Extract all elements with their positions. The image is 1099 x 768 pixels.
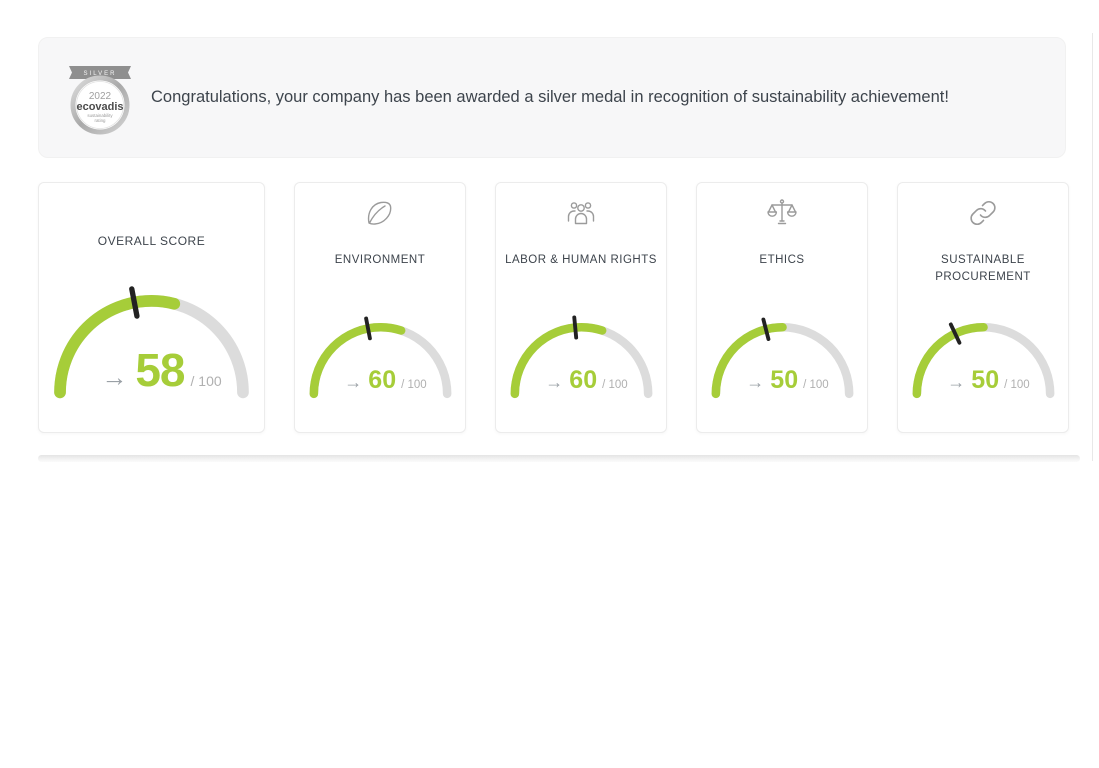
arrow-right-icon: → xyxy=(947,372,966,392)
score-value: 60 xyxy=(569,366,598,394)
gauge-fill xyxy=(912,323,1055,399)
gauge-needle xyxy=(572,315,579,340)
score-value: 50 xyxy=(770,366,799,394)
arrow-right-icon: → xyxy=(344,372,363,392)
medal-ring xyxy=(70,75,130,134)
chain-link-icon xyxy=(970,201,996,225)
silver-medal-badge: SILVER 2022 ecovadis sustainability rati… xyxy=(69,65,131,134)
gauge-fill xyxy=(510,323,653,399)
score-max: / 100 xyxy=(803,379,829,391)
gauge-needle xyxy=(948,322,962,345)
score-value: 60 xyxy=(368,366,397,394)
panel-right-border xyxy=(1092,33,1093,461)
score-max: / 100 xyxy=(1004,379,1030,391)
gauge-needle xyxy=(129,286,140,319)
congrats-banner: SILVER 2022 ecovadis sustainability rati… xyxy=(38,37,1066,158)
score-card-overall[interactable]: OVERALL SCORE → 58 / 100 xyxy=(38,182,265,433)
medal-inner-ring xyxy=(76,80,124,129)
score-value: 58 xyxy=(135,344,185,396)
gauge-fill xyxy=(54,295,249,399)
score-max: / 100 xyxy=(190,373,222,389)
card-title: ENVIRONMENT xyxy=(334,254,426,266)
medal-tagline-2: rating xyxy=(95,118,107,123)
score-gauge xyxy=(510,315,653,399)
card-title: SUSTAINABLE PROCUREMENT xyxy=(935,254,1031,284)
section-divider xyxy=(38,455,1080,462)
leaf-icon xyxy=(367,201,392,225)
card-title: ETHICS xyxy=(759,254,805,266)
medal-ribbon xyxy=(69,65,131,79)
medal-ribbon-label: SILVER xyxy=(84,70,117,76)
score-gauge xyxy=(912,322,1055,399)
score-value: 50 xyxy=(971,366,1000,394)
score-max: / 100 xyxy=(602,379,628,391)
medal-year: 2022 xyxy=(89,91,112,102)
score-max: / 100 xyxy=(401,379,427,391)
score-card-environment[interactable]: ENVIRONMENT → 60 / 100 xyxy=(294,182,466,433)
card-title: OVERALL SCORE xyxy=(97,234,206,248)
card-title: LABOR & HUMAN RIGHTS xyxy=(505,254,657,266)
arrow-right-icon: → xyxy=(545,372,564,392)
people-group-icon xyxy=(567,202,595,225)
scales-icon xyxy=(767,199,797,225)
score-card-sustainable-procurement[interactable]: SUSTAINABLE PROCUREMENT → 50 / 100 xyxy=(897,182,1069,433)
gauge-fill xyxy=(711,323,854,399)
gauge-needle xyxy=(761,317,771,342)
score-gauge xyxy=(309,316,452,399)
medal-tagline-1: sustainability xyxy=(87,113,113,118)
arrow-right-icon: → xyxy=(101,362,128,392)
score-card-ethics[interactable]: ETHICS → 50 / 100 xyxy=(696,182,868,433)
banner-message: Congratulations, your company has been a… xyxy=(151,87,949,106)
score-card-labor-human-rights[interactable]: LABOR & HUMAN RIGHTS → 60 / 100 xyxy=(495,182,667,433)
gauge-needle xyxy=(364,316,372,341)
medal-brand: ecovadis xyxy=(76,101,123,113)
score-gauge xyxy=(54,286,249,399)
score-gauge xyxy=(711,317,854,399)
gauge-fill xyxy=(309,323,452,399)
arrow-right-icon: → xyxy=(746,372,765,392)
